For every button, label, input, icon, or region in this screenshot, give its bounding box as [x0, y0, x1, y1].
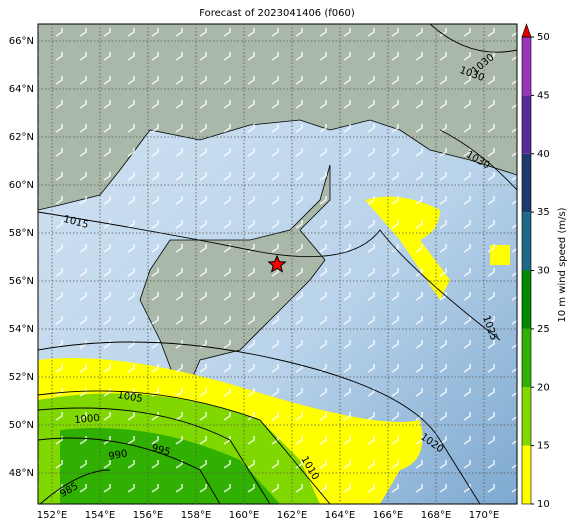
isobar-label: 990 [108, 448, 129, 462]
lon-label: 168°E [421, 510, 451, 521]
colorbar-segment [522, 212, 531, 271]
colorbar-tick-label: 20 [537, 382, 550, 393]
colorbar-tick-label: 25 [537, 324, 550, 335]
colorbar-segment [522, 270, 531, 329]
isobar-label: 1005 [116, 390, 143, 405]
map-frame [37, 23, 518, 505]
lat-label: 64°N [9, 84, 34, 95]
colorbar-label: 10 m wind speed (m/s) [557, 207, 568, 322]
location-star [267, 254, 287, 273]
colorbar-tick-label: 40 [537, 149, 550, 160]
colorbar-tick-label: 35 [537, 207, 550, 218]
lon-label: 164°E [325, 510, 355, 521]
colorbar-tick-label: 30 [537, 266, 550, 277]
lat-label: 52°N [9, 372, 34, 383]
colorbar-segment [522, 95, 531, 154]
colorbar-extend [521, 23, 532, 38]
lon-label: 158°E [181, 510, 211, 521]
lat-label: 60°N [9, 180, 34, 191]
lat-label: 66°N [9, 36, 34, 47]
lat-label: 56°N [9, 276, 34, 287]
colorbar-tick-label: 15 [537, 441, 550, 452]
lat-label: 48°N [9, 468, 34, 479]
colorbar-tick-label: 10 [537, 499, 550, 510]
lon-label: 160°E [229, 510, 259, 521]
isobar-label: 995 [150, 443, 171, 459]
lon-label: 154°E [85, 510, 115, 521]
lon-label: 156°E [133, 510, 163, 521]
lon-label: 166°E [373, 510, 403, 521]
map [38, 24, 517, 504]
lat-label: 50°N [9, 420, 34, 431]
lon-label: 152°E [37, 510, 67, 521]
colorbar-tick-label: 50 [537, 32, 550, 43]
title: Forecast of 2023041406 (f060) [199, 8, 355, 19]
colorbar-segment [522, 387, 531, 446]
lon-label: 162°E [277, 510, 307, 521]
colorbar-segment [522, 37, 531, 96]
isobars [38, 24, 517, 504]
colorbar-segment [522, 153, 531, 213]
lat-label: 54°N [9, 324, 34, 335]
isobar-label: 1000 [74, 413, 100, 426]
lon-label: 170°E [469, 510, 499, 521]
colorbar-segment [522, 328, 531, 388]
colorbar-tick-label: 45 [537, 90, 550, 101]
lat-label: 58°N [9, 228, 34, 239]
colorbar-segment [522, 445, 531, 504]
lat-label: 62°N [9, 132, 34, 143]
